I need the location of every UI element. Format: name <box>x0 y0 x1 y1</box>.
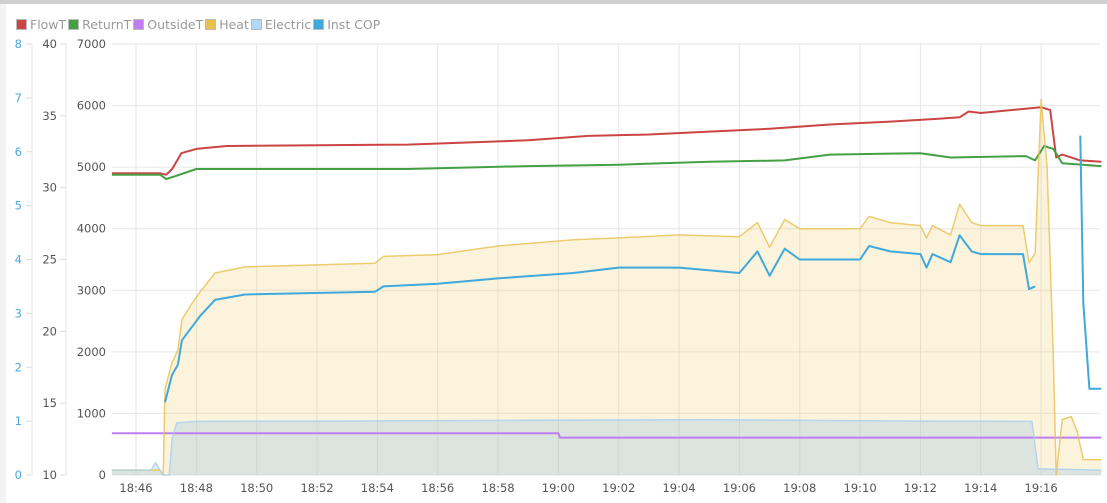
top-border <box>0 0 1107 4</box>
legend-item-outsidet[interactable]: OutsideT <box>133 17 203 32</box>
x-tick-label: 19:16 <box>1025 481 1058 495</box>
temp-tick-label: 10 <box>42 468 57 482</box>
power-tick-label: 0 <box>99 468 106 482</box>
temp-tick-label: 25 <box>42 253 57 267</box>
cop-tick-label: 3 <box>15 306 22 320</box>
x-tick-label: 19:14 <box>964 481 997 495</box>
area-electric <box>111 419 1102 475</box>
legend-item-inst-cop[interactable]: Inst COP <box>313 17 380 32</box>
power-tick-label: 5000 <box>77 160 106 174</box>
cop-tick-label: 2 <box>15 360 22 374</box>
legend-swatch <box>313 19 325 30</box>
legend-swatch <box>68 19 80 30</box>
x-tick-label: 19:04 <box>662 481 695 495</box>
temp-tick-label: 30 <box>42 181 57 195</box>
cop-tick-label: 8 <box>15 37 22 51</box>
series-line-outsidet <box>111 432 1102 439</box>
x-tick-label: 19:12 <box>904 481 937 495</box>
legend-label: Heat <box>219 17 249 32</box>
legend-swatch <box>205 19 217 30</box>
x-tick-label: 18:58 <box>481 481 514 495</box>
x-tick-label: 18:56 <box>421 481 454 495</box>
legend-label: Inst COP <box>327 17 381 32</box>
x-tick-label: 18:50 <box>240 481 273 495</box>
power-tick-label: 6000 <box>77 99 106 113</box>
series-line-returnt <box>111 145 1102 180</box>
legend-item-returnt[interactable]: ReturnT <box>68 17 131 32</box>
legend-item-electric[interactable]: Electric <box>250 17 312 32</box>
cop-tick-label: 7 <box>15 91 22 105</box>
legend-label: ReturnT <box>82 17 132 32</box>
power-tick-label: 2000 <box>77 345 106 359</box>
x-tick-label: 18:46 <box>119 481 152 495</box>
temp-tick-label: 15 <box>42 396 57 410</box>
legend-label: OutsideT <box>147 17 204 32</box>
cop-tick-label: 0 <box>15 468 22 482</box>
legend-swatch <box>16 19 27 30</box>
cop-tick-label: 4 <box>15 253 22 267</box>
cop-tick-label: 6 <box>15 145 22 159</box>
legend-item-flowt[interactable]: FlowT <box>16 17 66 32</box>
x-tick-label: 19:06 <box>723 481 756 495</box>
legend-item-heat[interactable]: Heat <box>205 17 249 32</box>
legend-label: FlowT <box>30 17 67 32</box>
series-line-heat <box>111 98 1102 476</box>
legend-swatch <box>250 19 262 30</box>
temp-tick-label: 40 <box>42 37 57 51</box>
x-tick-label: 19:08 <box>783 481 816 495</box>
left-border <box>0 4 6 503</box>
series-line-inst-cop <box>164 234 1036 403</box>
legend-swatch <box>133 19 145 30</box>
legend-label: Electric <box>264 17 312 32</box>
chart-legend: FlowT ReturnT OutsideT Heat Electric Ins… <box>16 17 380 32</box>
power-tick-label: 3000 <box>77 283 106 297</box>
temp-tick-label: 35 <box>42 109 57 123</box>
series-line-electric <box>111 418 1102 476</box>
x-tick-label: 18:54 <box>361 481 394 495</box>
x-tick-label: 18:48 <box>180 481 213 495</box>
temp-tick-label: 20 <box>42 324 57 338</box>
power-tick-label: 1000 <box>77 406 106 420</box>
x-tick-label: 19:10 <box>844 481 877 495</box>
series-line-flowt <box>111 106 1102 176</box>
cop-tick-label: 1 <box>15 414 22 428</box>
series-line-inst-cop <box>1079 135 1102 390</box>
power-tick-label: 4000 <box>77 222 106 236</box>
x-tick-label: 18:52 <box>300 481 333 495</box>
x-tick-label: 19:00 <box>542 481 575 495</box>
cop-tick-label: 5 <box>15 199 22 213</box>
power-tick-label: 7000 <box>77 37 106 51</box>
area-heat <box>111 99 1102 476</box>
x-tick-label: 19:02 <box>602 481 635 495</box>
